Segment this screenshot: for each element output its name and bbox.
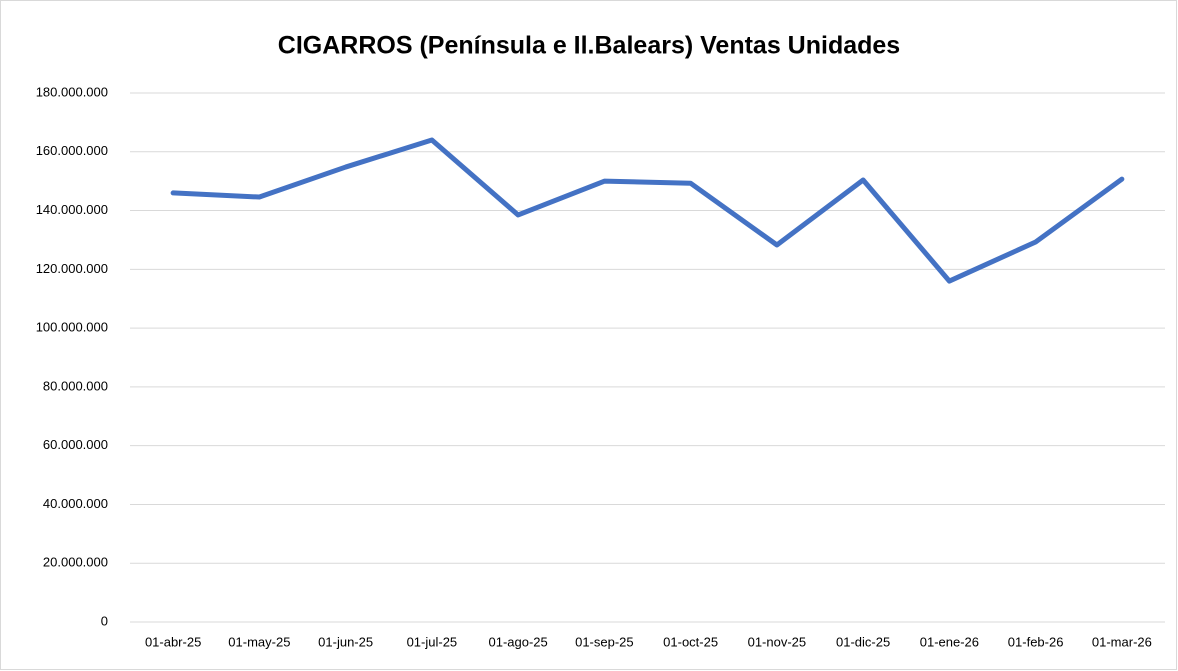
chart-title: CIGARROS (Península e Il.Balears) Ventas… <box>278 32 900 60</box>
y-tick-label: 100.000.000 <box>36 320 108 335</box>
y-tick-label: 40.000.000 <box>43 496 108 511</box>
x-tick-label: 01-ene-26 <box>920 634 979 649</box>
y-tick-label: 60.000.000 <box>43 437 108 452</box>
y-tick-label: 180.000.000 <box>36 84 108 99</box>
x-tick-label: 01-sep-25 <box>575 634 634 649</box>
x-tick-label: 01-jun-25 <box>318 634 373 649</box>
x-tick-label: 01-feb-26 <box>1008 634 1064 649</box>
x-tick-label: 01-mar-26 <box>1092 634 1152 649</box>
y-tick-label: 160.000.000 <box>36 143 108 158</box>
x-tick-label: 01-nov-25 <box>748 634 807 649</box>
data-line <box>170 137 1125 284</box>
x-tick-label: 01-abr-25 <box>145 634 201 649</box>
y-tick-label: 140.000.000 <box>36 202 108 217</box>
x-tick-label: 01-jul-25 <box>407 634 458 649</box>
y-tick-label: 0 <box>101 613 108 628</box>
y-tick-label: 20.000.000 <box>43 555 108 570</box>
y-tick-label: 120.000.000 <box>36 261 108 276</box>
y-tick-label: 80.000.000 <box>43 378 108 393</box>
x-tick-label: 01-ago-25 <box>488 634 547 649</box>
x-tick-label: 01-oct-25 <box>663 634 718 649</box>
x-tick-label: 01-dic-25 <box>836 634 890 649</box>
x-tick-label: 01-may-25 <box>228 634 290 649</box>
